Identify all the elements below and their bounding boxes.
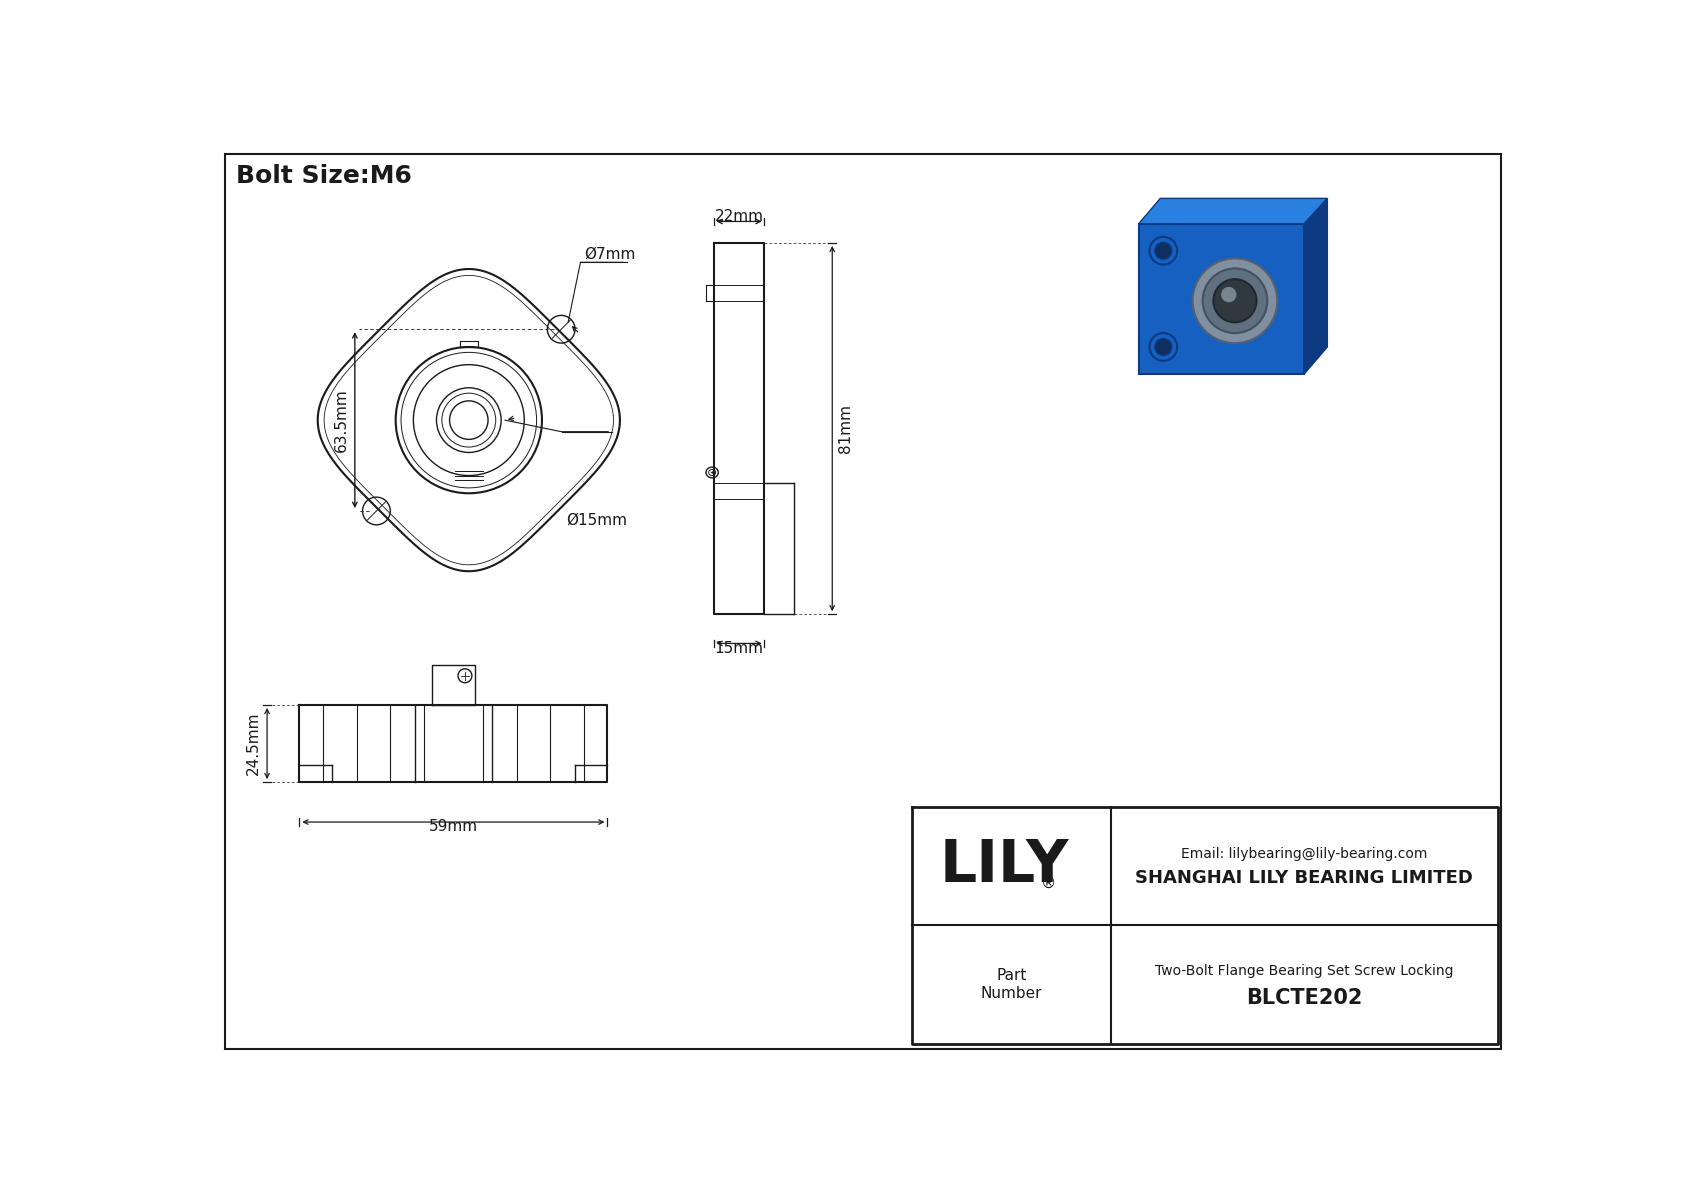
Text: Part
Number: Part Number [980, 968, 1042, 1000]
Text: Email: lilybearing@lily-bearing.com: Email: lilybearing@lily-bearing.com [1180, 847, 1428, 861]
Circle shape [1155, 242, 1172, 260]
Text: 59mm: 59mm [429, 819, 478, 835]
Text: 24.5mm: 24.5mm [246, 712, 261, 775]
Text: SHANGHAI LILY BEARING LIMITED: SHANGHAI LILY BEARING LIMITED [1135, 869, 1474, 887]
Polygon shape [1305, 199, 1327, 374]
Text: 22mm: 22mm [714, 210, 763, 224]
Text: BLCTE202: BLCTE202 [1246, 989, 1362, 1009]
Circle shape [1192, 258, 1276, 343]
Circle shape [1155, 338, 1172, 355]
Polygon shape [1138, 224, 1305, 374]
Text: Ø15mm: Ø15mm [566, 512, 626, 528]
Circle shape [1221, 287, 1236, 303]
Text: 15mm: 15mm [714, 641, 763, 656]
Circle shape [1150, 333, 1177, 361]
Polygon shape [1138, 199, 1327, 224]
Circle shape [1150, 237, 1177, 264]
Text: Bolt Size:M6: Bolt Size:M6 [236, 164, 413, 188]
Text: Ø7mm: Ø7mm [584, 247, 635, 262]
Text: Two-Bolt Flange Bearing Set Screw Locking: Two-Bolt Flange Bearing Set Screw Lockin… [1155, 964, 1453, 978]
Text: 81mm: 81mm [839, 404, 854, 453]
Circle shape [1214, 279, 1256, 323]
Text: 63.5mm: 63.5mm [333, 388, 349, 453]
Text: LILY: LILY [940, 837, 1069, 894]
Text: ®: ® [1041, 875, 1056, 891]
Circle shape [1202, 268, 1268, 333]
